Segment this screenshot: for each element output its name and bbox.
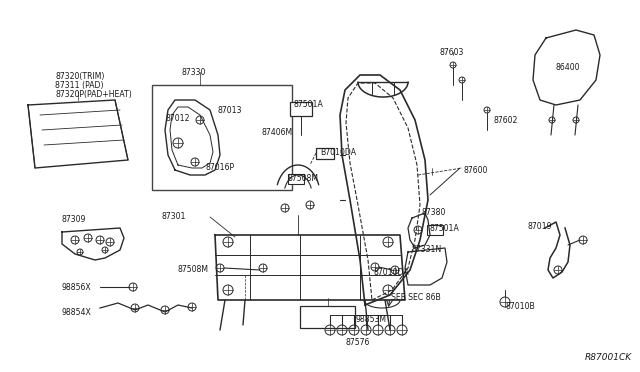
Bar bbox=[427, 225, 443, 235]
Text: 87380: 87380 bbox=[422, 208, 446, 217]
Text: 87010DA: 87010DA bbox=[373, 268, 408, 277]
Text: 87016P: 87016P bbox=[205, 163, 234, 172]
Text: 87501A: 87501A bbox=[429, 224, 459, 233]
Text: 87600: 87600 bbox=[463, 166, 488, 175]
Text: 86400: 86400 bbox=[555, 63, 579, 72]
Text: R87001CK: R87001CK bbox=[585, 353, 632, 362]
Text: 87311 (PAD): 87311 (PAD) bbox=[55, 81, 104, 90]
Text: 87320P(PAD+HEAT): 87320P(PAD+HEAT) bbox=[55, 90, 132, 99]
Text: 98856X: 98856X bbox=[62, 283, 92, 292]
Text: 87508M: 87508M bbox=[288, 174, 319, 183]
Text: 87576: 87576 bbox=[345, 338, 369, 347]
Text: 87508M: 87508M bbox=[177, 265, 208, 274]
Text: 87330: 87330 bbox=[182, 68, 206, 77]
Bar bbox=[300, 306, 355, 328]
Text: 87012: 87012 bbox=[165, 114, 189, 123]
Bar bbox=[290, 102, 312, 116]
Text: 87406M: 87406M bbox=[262, 128, 293, 137]
Text: 87320(TRIM): 87320(TRIM) bbox=[55, 72, 104, 81]
Text: 87013: 87013 bbox=[218, 106, 243, 115]
Bar bbox=[152, 85, 292, 190]
Text: 87331N: 87331N bbox=[412, 245, 442, 254]
Bar bbox=[288, 174, 304, 184]
Bar bbox=[316, 148, 334, 159]
Text: SEE SEC 86B: SEE SEC 86B bbox=[391, 293, 441, 302]
Text: 87301: 87301 bbox=[162, 212, 186, 221]
Text: 87501A: 87501A bbox=[294, 100, 324, 109]
Text: 98854X: 98854X bbox=[62, 308, 92, 317]
Text: 87603: 87603 bbox=[440, 48, 465, 57]
Text: 87010B: 87010B bbox=[506, 302, 536, 311]
Text: 87602: 87602 bbox=[493, 116, 517, 125]
Text: 87019: 87019 bbox=[528, 222, 552, 231]
Text: 98853M: 98853M bbox=[355, 315, 386, 324]
Text: 87309: 87309 bbox=[62, 215, 86, 224]
Text: B7010DA: B7010DA bbox=[320, 148, 356, 157]
